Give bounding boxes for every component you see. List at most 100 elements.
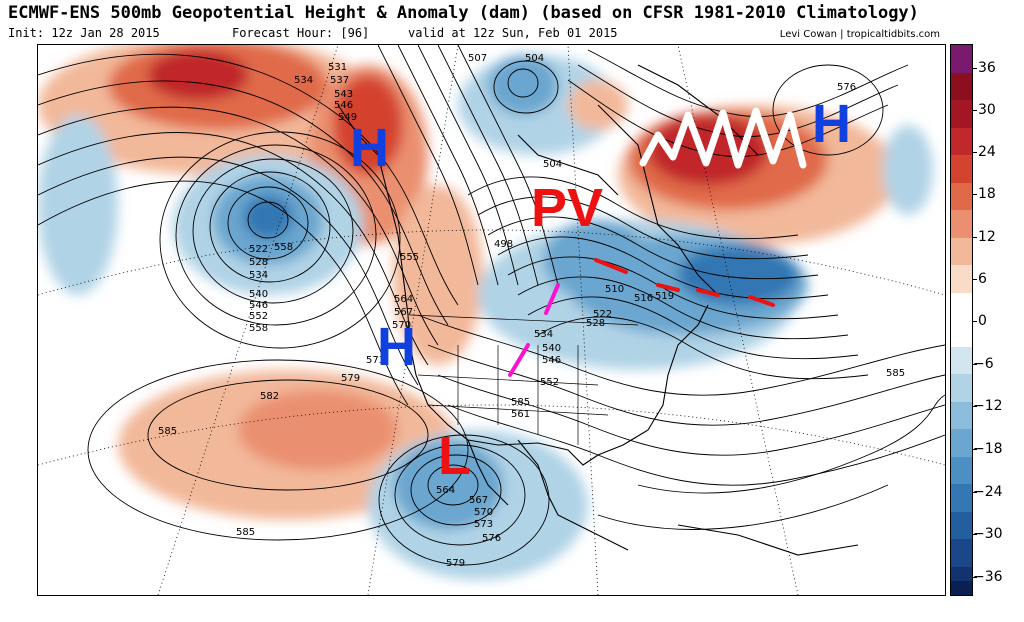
colorbar-label: 36 [978,60,996,76]
colorbar-label: −18 [973,441,1003,457]
contour-label: 567 [394,307,413,318]
contour-label: 522 [249,244,268,255]
contour-label: 585 [886,368,905,379]
contour-label: 507 [468,53,487,64]
colorbar-swatch [951,183,972,210]
valid-time: valid at 12z Sun, Feb 01 2015 [408,26,618,40]
contour-label: 534 [534,329,553,340]
contour-label: 570 [474,507,493,518]
colorbar-swatch [951,539,972,567]
forecast-hour: Forecast Hour: [96] [232,26,370,40]
colorbar-swatch [951,484,972,512]
contour-label: 552 [540,377,559,388]
contour-label: 561 [511,409,530,420]
colorbar-label: −24 [973,484,1003,500]
low-pressure-label: L [438,426,471,486]
high-pressure-label-south: H [377,317,416,377]
colorbar-swatch [951,238,972,265]
contour-label: 540 [249,289,268,300]
red-dash-marks [594,258,775,307]
contour-label: 546 [542,355,561,366]
graticule [38,45,945,595]
contour-label: 504 [543,159,562,170]
colorbar [950,44,973,596]
contour-labels: 531 537 534 543 546 549 507 504 504 498 … [158,53,905,569]
contour-label: 564 [394,294,413,305]
contour-label: 549 [338,112,357,123]
contour-label: 537 [330,75,349,86]
coastlines [337,64,859,556]
contour-label: 528 [249,257,268,268]
contour-label: 576 [482,533,501,544]
colorbar-label: 24 [978,144,996,160]
colorbar-label: −36 [973,569,1003,585]
colorbar-swatch [951,155,972,183]
contour-label: 558 [274,242,293,253]
contour-label: 552 [249,311,268,322]
init-time: Init: 12z Jan 28 2015 [8,26,160,40]
colorbar-swatch [951,100,972,128]
contour-label: 576 [837,82,856,93]
colorbar-swatch [951,73,972,100]
contour-label: 567 [469,495,488,506]
colorbar-label: −6 [973,356,994,372]
contour-label: 516 [634,293,653,304]
contour-label: 579 [446,558,465,569]
colorbar-label: 0 [978,313,987,329]
contour-label: 558 [249,323,268,334]
contour-label: 522 [593,309,612,320]
contour-label: 585 [158,426,177,437]
contour-label: 498 [494,239,513,250]
colorbar-label: 12 [978,229,996,245]
map-canvas: 531 537 534 543 546 549 507 504 504 498 … [38,45,945,595]
colorbar-swatch [951,402,972,429]
colorbar-swatch [951,374,972,402]
colorbar-swatch [951,457,972,484]
colorbar-swatch [951,581,972,595]
contour-label: 534 [249,270,268,281]
colorbar-label: 30 [978,102,996,118]
contour-label: 570 [392,320,411,331]
colorbar-label: 6 [978,271,987,287]
contour-label: 573 [474,519,493,530]
contour-label: 582 [260,391,279,402]
contour-label: 534 [294,75,313,86]
map-panel: 531 537 534 543 546 549 507 504 504 498 … [37,44,946,596]
colorbar-label: −12 [973,398,1003,414]
colorbar-swatch [951,210,972,238]
contour-label: 579 [341,373,360,384]
contour-label: 546 [249,300,268,311]
anomaly-shading [38,45,933,580]
credit-text: Levi Cowan | tropicaltidbits.com [779,29,940,40]
colorbar-swatch [951,128,972,155]
high-pressure-label-atlantic: H [812,94,851,154]
contour-label: 510 [605,284,624,295]
contour-label: 528 [586,318,605,329]
polar-vortex-label: PV [531,178,604,238]
colorbar-swatch [951,347,972,374]
colorbar-swatch [951,265,972,293]
contour-label: 543 [334,89,353,100]
ridge-squiggle [639,107,807,169]
contour-label: 555 [400,252,419,263]
height-contours [38,45,945,566]
contour-label: 585 [511,397,530,408]
colorbar-swatch [951,512,972,539]
high-pressure-label-north: H [350,118,389,178]
contour-label: 573 [366,355,385,366]
contour-label: 564 [436,485,455,496]
colorbar-label: −30 [973,526,1003,542]
contour-label: 546 [334,100,353,111]
colorbar-swatch [951,45,972,73]
chart-title: ECMWF-ENS 500mb Geopotential Height & An… [8,3,919,23]
colorbar-swatch [951,567,972,581]
magenta-dash-marks [508,283,560,377]
contour-label: 519 [655,291,674,302]
colorbar-swatch [951,293,972,347]
contour-label: 585 [236,527,255,538]
contour-label: 531 [328,62,347,73]
contour-label: 540 [542,343,561,354]
contour-label: 504 [525,53,544,64]
colorbar-label: 18 [978,186,996,202]
borders [409,314,639,445]
